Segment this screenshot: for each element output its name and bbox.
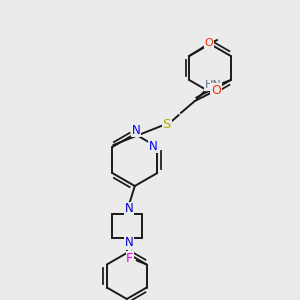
Text: N: N	[131, 124, 140, 136]
Text: O: O	[205, 38, 214, 48]
Text: N: N	[149, 140, 158, 152]
Text: S: S	[163, 118, 171, 131]
Text: HN: HN	[204, 80, 221, 90]
Text: N: N	[124, 236, 133, 250]
Text: N: N	[124, 202, 133, 215]
Text: F: F	[126, 252, 133, 265]
Text: O: O	[211, 83, 221, 97]
